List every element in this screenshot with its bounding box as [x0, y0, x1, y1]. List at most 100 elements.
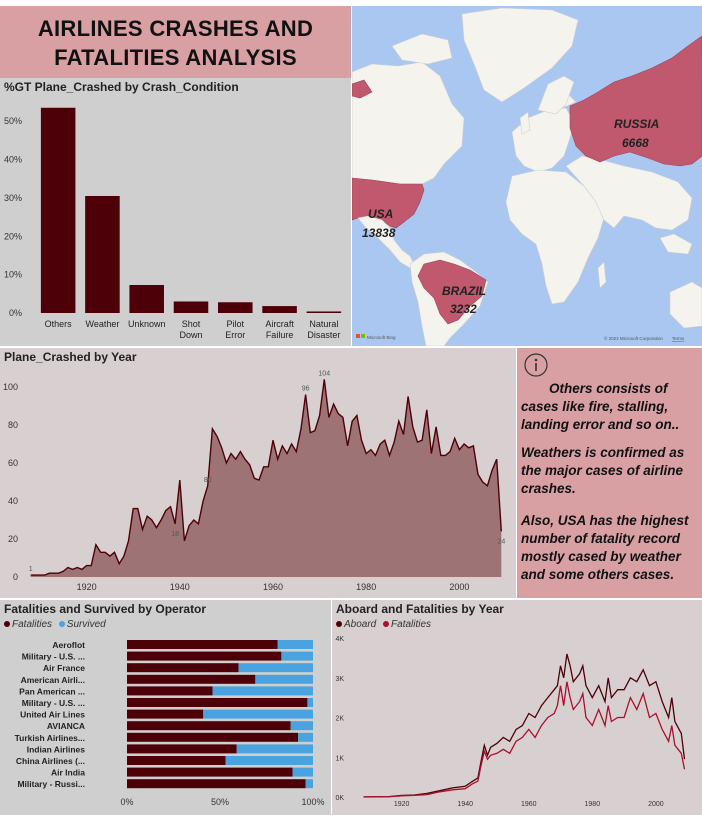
fatalities-bar — [127, 779, 306, 789]
legend-fatalities-line-label: Fatalities — [391, 619, 432, 630]
operator-label: Military - U.S. ... — [22, 698, 85, 708]
operator-label: Military - Russi... — [17, 779, 85, 789]
fatalities-bar — [127, 674, 256, 684]
y-tick-label: 60 — [8, 458, 18, 468]
australia-shape — [669, 281, 702, 329]
survived-bar — [277, 640, 313, 649]
category-label: Down — [179, 330, 202, 340]
aboard-fatalities-title: Aboard and Fatalities by Year — [336, 602, 504, 616]
bar — [218, 302, 253, 313]
y-tick-label: 50% — [4, 116, 22, 126]
crash-condition-chart-title: %GT Plane_Crashed by Crash_Condition — [4, 80, 239, 94]
y-tick-label: 4K — [335, 636, 344, 643]
survived-bar — [292, 767, 313, 777]
operator-label: Air India — [51, 768, 85, 778]
category-label: Disaster — [307, 330, 340, 340]
legend-fatalities-marker — [4, 621, 10, 628]
category-label: Natural — [309, 319, 338, 329]
x-tick-label: 1960 — [263, 582, 283, 592]
info-icon[interactable] — [523, 352, 549, 378]
operator-label: United Air Lines — [20, 710, 85, 720]
data-label: 18 — [171, 531, 179, 538]
alaska-shape — [352, 79, 373, 99]
category-label: Unknown — [128, 319, 166, 329]
category-label: Failure — [266, 330, 294, 340]
data-label: 24 — [497, 538, 505, 545]
legend-survived-label: Survived — [66, 619, 106, 630]
y-tick-label: 1K — [335, 755, 344, 762]
bar — [85, 195, 120, 313]
y-tick-label: 10% — [4, 270, 22, 280]
aboard-fatalities-panel: Aboard and Fatalities by Year Aboard Fat… — [332, 600, 702, 815]
x-tick-label: 50% — [211, 797, 229, 807]
category-label: Shot — [182, 319, 201, 329]
operator-label: Turkish Airlines... — [15, 733, 85, 743]
world-map[interactable]: USA 13838 RUSSIA 6668 BRAZIL 3232 Micros… — [352, 6, 702, 346]
fatalities-bar — [127, 651, 282, 661]
y-tick-label: 20% — [4, 231, 22, 241]
legend-survived-marker — [58, 621, 65, 628]
x-tick-label: 1980 — [585, 801, 601, 808]
x-tick-label: 2000 — [449, 582, 469, 592]
uk-shape — [519, 111, 531, 135]
crashes-by-year-chart: 0 20 40 60 80 100 1920 1940 1960 1980 2000 1 18 80 96 1… — [3, 370, 505, 592]
x-tick-label: 2000 — [648, 801, 664, 808]
operator-label: Air France — [43, 663, 85, 673]
legend-fatalities-line-marker — [383, 621, 390, 628]
bar — [306, 311, 342, 313]
y-tick-label: 100 — [3, 382, 18, 392]
legend-fatalities-label: Fatalities — [12, 619, 53, 630]
arctic-islands-shape — [391, 33, 453, 65]
scandinavia-shape — [537, 75, 575, 115]
survived-bar — [307, 698, 313, 707]
greenland-shape — [461, 7, 579, 103]
fatalities-bar — [127, 756, 226, 765]
operator-chart-panel: Fatalities and Survived by Operator Fata… — [0, 600, 331, 815]
operator-legend: Fatalities Survived — [4, 619, 106, 630]
bar — [129, 284, 164, 313]
brazil-shape[interactable] — [417, 259, 487, 325]
title-line-1: AIRLINES CRASHES AND — [37, 16, 314, 41]
russia-value: 6668 — [622, 136, 649, 150]
survived-bar — [238, 663, 313, 673]
legend-aboard-label: Aboard — [344, 619, 377, 630]
madagascar-shape — [597, 261, 607, 289]
survived-bar — [305, 779, 313, 789]
crashes-by-year-panel: Plane_Crashed by Year 0 20 40 60 80 100 1920 19… — [0, 348, 516, 598]
insights-panel: Others consists of cases like fire, stal… — [517, 348, 702, 598]
survived-bar — [203, 709, 313, 719]
operator-label: Military - U.S. ... — [22, 652, 85, 662]
y-tick-label: 0K — [335, 795, 344, 802]
world-map-panel[interactable]: USA 13838 RUSSIA 6668 BRAZIL 3232 Micros… — [352, 6, 702, 346]
brazil-value: 3232 — [450, 302, 477, 316]
brazil-label: BRAZIL — [442, 284, 486, 298]
fatalities-bar — [127, 686, 213, 696]
insight-paragraph-3: Also, USA has the highest number of fata… — [521, 513, 689, 582]
russia-shape[interactable] — [569, 35, 702, 167]
operator-label: Indian Airlines — [27, 744, 86, 754]
y-tick-label: 0% — [9, 308, 22, 318]
map-attribution: Microsoft Bing — [367, 335, 396, 340]
operator-chart-title: Fatalities and Survived by Operator — [4, 602, 207, 616]
map-copyright: © 2023 Microsoft Corporation — [604, 335, 663, 341]
category-label: Aircraft — [265, 319, 294, 329]
asia-shape — [565, 155, 693, 231]
crashes-by-year-title: Plane_Crashed by Year — [4, 350, 137, 364]
fatalities-bar — [127, 744, 237, 754]
category-label: Weather — [85, 319, 119, 329]
survived-bar — [255, 674, 313, 684]
operator-label: AVIANCA — [47, 721, 85, 731]
crashes-line — [30, 379, 502, 576]
fatalities-bar — [127, 732, 299, 742]
map-terms-link[interactable]: Terms — [672, 336, 685, 341]
x-tick-label: 1960 — [521, 801, 537, 808]
fatalities-bar — [127, 767, 293, 777]
survived-bar — [290, 721, 313, 731]
x-tick-label: 0% — [120, 797, 133, 807]
bar — [40, 107, 76, 313]
y-tick-label: 20 — [8, 534, 18, 544]
survived-bar — [236, 744, 313, 754]
russia-label: RUSSIA — [614, 117, 659, 131]
operator-label: China Airlines (... — [16, 756, 85, 766]
africa-shape — [505, 169, 605, 305]
